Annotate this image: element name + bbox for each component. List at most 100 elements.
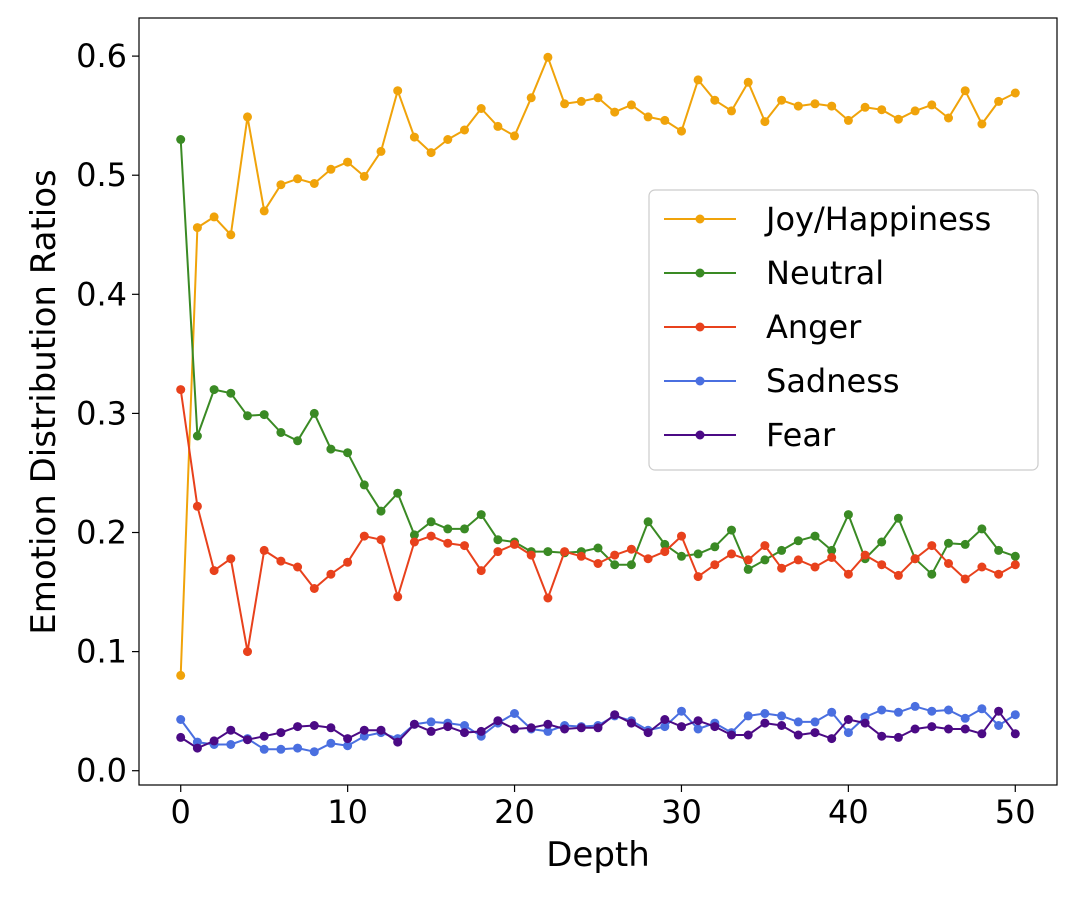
data-point-anger bbox=[927, 541, 937, 551]
data-point-fear bbox=[893, 732, 903, 742]
data-point-neutral bbox=[793, 536, 803, 546]
legend-marker bbox=[695, 214, 705, 224]
data-point-joy-happiness bbox=[192, 223, 202, 233]
data-point-fear bbox=[376, 725, 386, 735]
data-point-joy-happiness bbox=[960, 86, 970, 96]
data-point-neutral bbox=[426, 517, 436, 527]
data-point-fear bbox=[843, 715, 853, 724]
data-point-neutral bbox=[276, 428, 286, 437]
y-tick-label: 0.4 bbox=[76, 275, 127, 313]
data-point-joy-happiness bbox=[326, 164, 336, 174]
data-point-neutral bbox=[944, 538, 953, 548]
data-point-joy-happiness bbox=[827, 101, 837, 111]
data-point-neutral bbox=[777, 545, 787, 555]
data-point-anger bbox=[259, 545, 269, 555]
data-point-joy-happiness bbox=[443, 135, 453, 144]
data-point-fear bbox=[793, 730, 803, 740]
data-point-sadness bbox=[226, 740, 236, 749]
data-point-anger bbox=[560, 547, 570, 557]
data-point-joy-happiness bbox=[176, 670, 186, 680]
data-point-joy-happiness bbox=[860, 102, 870, 112]
x-tick-label: 10 bbox=[327, 793, 368, 831]
data-point-anger bbox=[944, 559, 953, 568]
data-point-fear bbox=[960, 724, 970, 734]
data-point-sadness bbox=[176, 715, 186, 724]
data-point-anger bbox=[777, 563, 787, 573]
legend-marker bbox=[695, 268, 705, 278]
data-point-fear bbox=[743, 730, 753, 740]
data-point-joy-happiness bbox=[777, 95, 787, 105]
data-point-anger bbox=[827, 553, 837, 562]
y-tick-label: 0.0 bbox=[76, 752, 127, 790]
data-point-anger bbox=[626, 544, 636, 554]
data-point-sadness bbox=[660, 722, 670, 732]
data-point-anger bbox=[760, 541, 770, 551]
data-point-joy-happiness bbox=[693, 75, 703, 85]
data-point-sadness bbox=[977, 704, 987, 714]
data-point-joy-happiness bbox=[677, 126, 686, 136]
data-point-neutral bbox=[176, 135, 186, 144]
data-point-anger bbox=[727, 549, 736, 559]
data-point-anger bbox=[960, 574, 970, 584]
data-point-joy-happiness bbox=[510, 131, 519, 141]
data-point-neutral bbox=[376, 506, 386, 516]
data-point-joy-happiness bbox=[226, 230, 236, 240]
data-point-anger bbox=[409, 537, 419, 547]
legend-entry-anger: Anger bbox=[664, 308, 862, 346]
data-point-anger bbox=[493, 547, 503, 557]
data-point-neutral bbox=[393, 488, 403, 498]
data-point-fear bbox=[977, 729, 987, 739]
plot-frame bbox=[138, 17, 1058, 786]
data-point-joy-happiness bbox=[376, 146, 386, 156]
legend-label: Anger bbox=[766, 308, 862, 346]
data-point-anger bbox=[543, 593, 553, 603]
data-point-sadness bbox=[810, 717, 820, 727]
data-point-sadness bbox=[276, 744, 286, 754]
data-point-anger bbox=[476, 566, 486, 576]
data-point-neutral bbox=[1010, 551, 1020, 561]
data-point-neutral bbox=[960, 539, 970, 549]
data-point-neutral bbox=[877, 537, 887, 547]
data-point-neutral bbox=[977, 524, 987, 534]
data-point-neutral bbox=[209, 385, 219, 395]
data-point-fear bbox=[626, 718, 636, 728]
data-point-joy-happiness bbox=[643, 112, 653, 122]
data-point-sadness bbox=[793, 717, 803, 727]
data-point-neutral bbox=[543, 547, 553, 557]
data-point-fear bbox=[693, 716, 703, 726]
data-point-fear bbox=[777, 721, 787, 730]
data-point-anger bbox=[209, 566, 219, 576]
data-point-fear bbox=[760, 718, 770, 728]
data-point-sadness bbox=[927, 706, 937, 716]
data-point-anger bbox=[793, 555, 803, 565]
data-point-neutral bbox=[443, 524, 453, 534]
data-point-neutral bbox=[843, 510, 853, 520]
data-point-joy-happiness bbox=[727, 106, 736, 116]
data-point-fear bbox=[710, 722, 720, 732]
x-tick-label: 0 bbox=[171, 793, 191, 831]
legend-entry-neutral: Neutral bbox=[664, 254, 884, 292]
data-point-joy-happiness bbox=[977, 119, 987, 129]
data-point-sadness bbox=[293, 743, 303, 753]
data-point-neutral bbox=[760, 555, 770, 565]
data-point-sadness bbox=[743, 711, 753, 721]
data-point-joy-happiness bbox=[426, 148, 436, 158]
data-point-fear bbox=[493, 716, 503, 726]
data-point-anger bbox=[1010, 560, 1020, 570]
data-point-fear bbox=[243, 735, 252, 745]
data-point-fear bbox=[359, 725, 369, 735]
data-point-sadness bbox=[343, 741, 353, 751]
data-point-fear bbox=[309, 721, 319, 730]
data-point-fear bbox=[476, 726, 486, 736]
plot-area bbox=[176, 52, 1020, 757]
data-point-sadness bbox=[326, 738, 336, 748]
data-point-joy-happiness bbox=[626, 100, 636, 110]
data-point-joy-happiness bbox=[476, 104, 486, 113]
data-point-neutral bbox=[893, 513, 903, 523]
data-point-sadness bbox=[693, 724, 703, 734]
data-point-anger bbox=[359, 531, 369, 541]
data-point-anger bbox=[192, 501, 202, 511]
data-point-neutral bbox=[927, 569, 937, 579]
data-point-neutral bbox=[626, 560, 636, 570]
y-axis-title: Emotion Distribution Ratios bbox=[24, 169, 64, 635]
